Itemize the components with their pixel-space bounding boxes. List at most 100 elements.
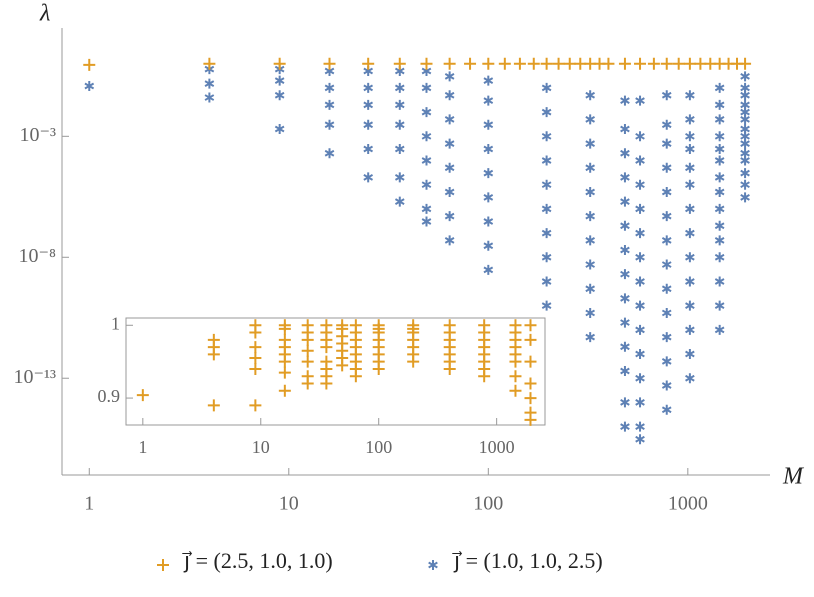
point [274, 90, 285, 101]
point [714, 252, 725, 263]
point [635, 155, 645, 166]
point [552, 57, 565, 70]
point [203, 57, 216, 70]
point [420, 57, 433, 70]
point [661, 332, 672, 343]
point [421, 82, 432, 93]
point [207, 399, 220, 412]
point [444, 71, 455, 82]
point [620, 172, 630, 183]
point [394, 172, 405, 183]
point [685, 90, 695, 101]
point [363, 143, 374, 154]
point [393, 57, 406, 70]
point [274, 124, 285, 135]
point [204, 92, 215, 103]
point [444, 90, 455, 101]
point [714, 143, 725, 154]
point [483, 240, 494, 251]
point [421, 179, 432, 190]
point [661, 380, 672, 391]
point [278, 322, 291, 335]
point [714, 300, 725, 311]
point [714, 203, 725, 214]
point [620, 124, 630, 135]
point [635, 203, 645, 214]
point [498, 57, 511, 70]
point [634, 57, 647, 70]
point [714, 172, 725, 183]
point [527, 57, 540, 70]
point [585, 259, 596, 270]
point [685, 373, 695, 384]
point [83, 58, 96, 71]
point [541, 300, 552, 311]
x-tick-label: 1000 [668, 493, 708, 515]
point [683, 57, 696, 70]
point [394, 82, 405, 93]
point [685, 143, 695, 154]
point [740, 192, 750, 203]
point [563, 57, 576, 70]
point [585, 114, 596, 125]
point [635, 324, 645, 335]
point [685, 203, 695, 214]
x-tick-label: 100 [365, 437, 392, 457]
point [301, 344, 314, 357]
point [84, 81, 95, 92]
point [394, 119, 405, 130]
point [323, 57, 336, 70]
point [714, 99, 725, 110]
point [602, 57, 615, 70]
point [483, 168, 494, 179]
point [249, 352, 262, 365]
y-tick-label: 10⁻¹³ [13, 366, 56, 388]
point [444, 235, 455, 246]
point [714, 155, 725, 166]
point [620, 293, 630, 304]
point [647, 57, 660, 70]
point [635, 95, 645, 106]
point [585, 332, 596, 343]
point [249, 341, 262, 354]
point [207, 348, 220, 361]
point [620, 397, 630, 408]
point [249, 326, 262, 339]
point [444, 211, 455, 222]
point [274, 75, 285, 86]
point [524, 319, 537, 332]
point [685, 324, 695, 335]
point [541, 179, 552, 190]
point [394, 143, 405, 154]
point [714, 220, 725, 231]
point [372, 362, 385, 375]
point [685, 114, 695, 125]
point [320, 341, 333, 354]
legend-label: j⃗ = (1.0, 1.0, 2.5) [452, 548, 603, 573]
point [524, 413, 537, 426]
point [278, 384, 291, 397]
legend-label: j⃗ = (2.5, 1.0, 1.0) [182, 548, 333, 573]
point [363, 172, 374, 183]
point [620, 95, 630, 106]
point [685, 131, 695, 142]
point [541, 252, 552, 263]
point [620, 365, 630, 376]
point [740, 90, 750, 101]
point [585, 186, 596, 197]
x-tick-label: 1 [138, 437, 147, 457]
point [444, 138, 455, 149]
point [443, 57, 456, 70]
y-tick-label: 10⁻⁸ [18, 245, 56, 267]
point [635, 434, 645, 445]
point [301, 355, 314, 368]
point [478, 370, 491, 383]
point [541, 107, 552, 118]
point [685, 252, 695, 263]
point [661, 259, 672, 270]
point [509, 355, 522, 368]
point [620, 244, 630, 255]
point [483, 192, 494, 203]
y-axis-label: λ [39, 1, 50, 27]
point [585, 307, 596, 318]
